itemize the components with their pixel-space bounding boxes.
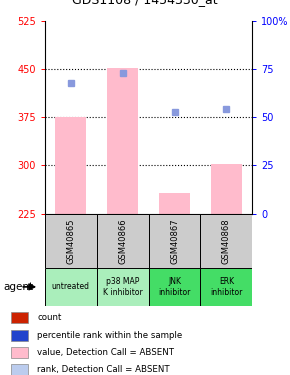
Bar	[107, 68, 138, 214]
Bar	[200, 214, 252, 268]
Text: untreated: untreated	[52, 282, 90, 291]
Text: count: count	[37, 313, 61, 322]
Bar	[11, 330, 28, 340]
Text: agent: agent	[3, 282, 33, 292]
Text: GSM40865: GSM40865	[66, 218, 75, 264]
Bar	[148, 268, 200, 306]
Bar	[11, 312, 28, 323]
Text: JNK
inhibitor: JNK inhibitor	[158, 277, 191, 297]
Text: p38 MAP
K inhibitor: p38 MAP K inhibitor	[103, 277, 143, 297]
Bar	[97, 268, 148, 306]
Bar	[211, 164, 242, 214]
Text: GSM40868: GSM40868	[222, 218, 231, 264]
Text: value, Detection Call = ABSENT: value, Detection Call = ABSENT	[37, 348, 174, 357]
Bar	[148, 214, 200, 268]
Bar	[11, 347, 28, 358]
Bar	[11, 364, 28, 375]
Bar	[45, 214, 97, 268]
Text: percentile rank within the sample: percentile rank within the sample	[37, 331, 182, 340]
Text: GDS1108 / 1454330_at: GDS1108 / 1454330_at	[72, 0, 218, 6]
Text: GSM40867: GSM40867	[170, 218, 179, 264]
Bar	[55, 117, 86, 214]
Bar	[159, 192, 190, 214]
Bar	[97, 214, 148, 268]
Bar	[45, 268, 97, 306]
Text: ERK
inhibitor: ERK inhibitor	[210, 277, 242, 297]
Text: GSM40866: GSM40866	[118, 218, 127, 264]
Text: rank, Detection Call = ABSENT: rank, Detection Call = ABSENT	[37, 365, 170, 374]
Bar	[200, 268, 252, 306]
